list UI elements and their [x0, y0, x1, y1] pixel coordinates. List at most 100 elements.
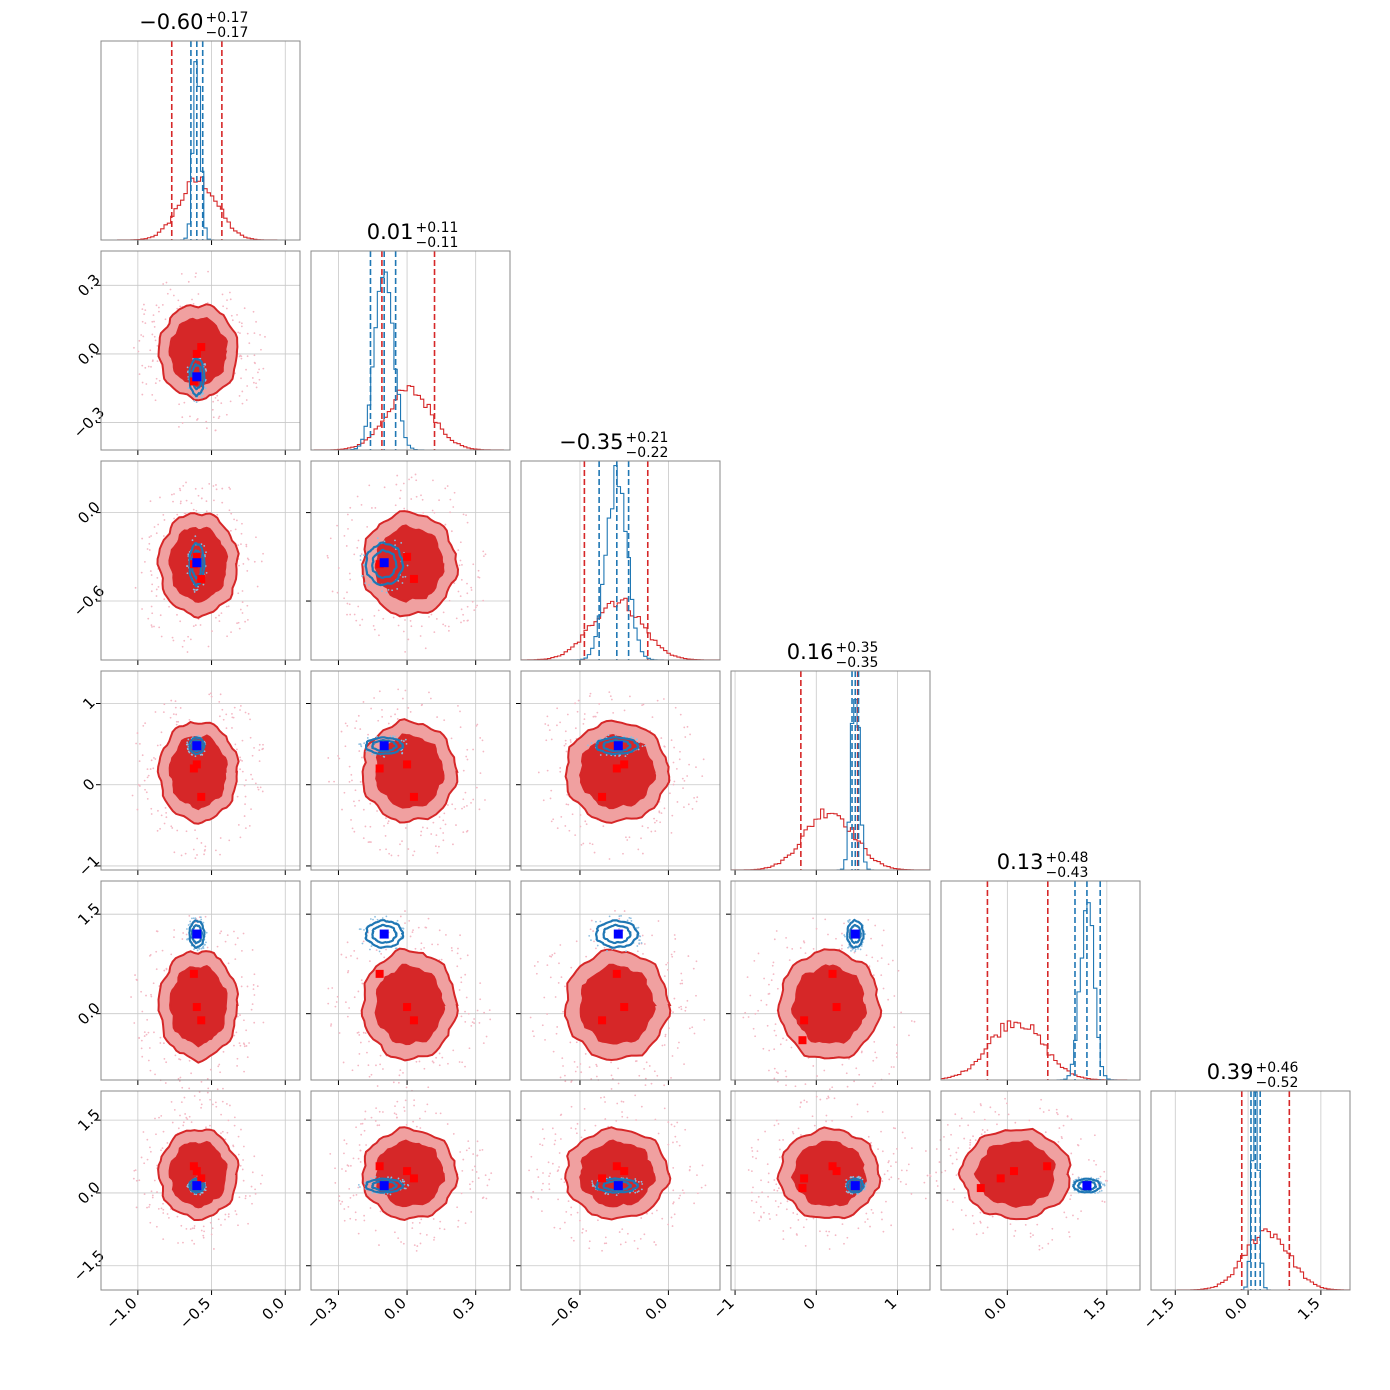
scatter-sample [482, 1042, 485, 1044]
scatter-sample [181, 645, 184, 648]
scatter-sample [359, 554, 362, 557]
scatter-sample [195, 401, 198, 403]
scatter-sample [484, 799, 486, 801]
scatter-sample [610, 1088, 613, 1090]
scatter-sample [237, 1224, 239, 1227]
scatter-sample [364, 1118, 366, 1121]
scatter-sample [150, 624, 153, 627]
scatter-sample [374, 1175, 377, 1178]
scatter-sample [863, 1187, 866, 1190]
scatter-sample [360, 1123, 362, 1125]
red-marker [800, 1016, 809, 1025]
scatter-sample [227, 1119, 230, 1122]
scatter-sample [363, 554, 365, 557]
scatter-sample [162, 1042, 165, 1045]
scatter-sample [381, 1111, 384, 1113]
scatter-sample [750, 1146, 753, 1149]
scatter-sample [951, 1162, 954, 1165]
panel-frame [310, 670, 511, 871]
scatter-sample [346, 725, 349, 727]
scatter-sample [357, 1064, 360, 1067]
scatter-sample [573, 1060, 576, 1063]
scatter-sample [215, 484, 217, 486]
scatter-sample [188, 718, 191, 721]
panel-frame [100, 1090, 301, 1291]
scatter-sample [209, 1221, 212, 1224]
scatter-sample [374, 1120, 377, 1122]
scatter-sample [415, 479, 418, 482]
red-marker [976, 1184, 985, 1193]
scatter-sample [204, 848, 206, 851]
scatter-sample [210, 1233, 213, 1236]
scatter-sample [245, 779, 247, 782]
scatter-sample [458, 1061, 461, 1063]
scatter-sample [149, 500, 152, 503]
scatter-sample [202, 1234, 205, 1237]
scatter-sample [467, 1140, 470, 1143]
x-tick-label: −1 [710, 1294, 738, 1322]
scatter-sample [1070, 1118, 1073, 1121]
scatter-sample [621, 1115, 624, 1118]
scatter-sample [1044, 1131, 1047, 1134]
scatter-sample [357, 990, 360, 993]
scatter-sample [678, 1006, 681, 1009]
scatter-sample [570, 1236, 573, 1239]
scatter-sample [190, 1072, 193, 1075]
scatter-sample [461, 807, 463, 810]
scatter-sample [179, 1114, 181, 1117]
scatter-sample [986, 1129, 989, 1132]
scatter-sample [670, 1123, 673, 1126]
scatter-sample [336, 995, 339, 998]
scatter-sample [347, 1165, 350, 1167]
scatter-sample [471, 1180, 474, 1183]
scatter-sample [1029, 1235, 1032, 1238]
scatter-sample [221, 708, 224, 711]
scatter-sample [394, 1105, 396, 1108]
scatter-sample [463, 619, 465, 622]
scatter-sample [192, 625, 195, 628]
scatter-sample [619, 1243, 622, 1246]
scatter-sample [663, 807, 666, 810]
scatter-sample [240, 322, 243, 325]
scatter-sample [369, 948, 371, 951]
scatter-sample [877, 1148, 879, 1151]
scatter-sample [182, 932, 185, 934]
scatter-sample [1014, 1229, 1017, 1232]
scatter-sample [358, 1144, 361, 1146]
scatter-sample [788, 959, 791, 961]
scatter-sample [854, 950, 857, 953]
scatter-sample [241, 759, 244, 762]
scatter-sample [335, 1001, 338, 1003]
scatter-sample [423, 1067, 426, 1070]
scatter-sample [635, 1119, 637, 1121]
scatter-sample [766, 1024, 769, 1027]
scatter-sample [473, 1018, 476, 1020]
scatter-sample [166, 292, 169, 295]
scatter-sample [261, 790, 264, 793]
scatter-sample [424, 647, 427, 650]
scatter-sample [378, 1110, 381, 1113]
scatter-sample [205, 1186, 207, 1189]
scatter-sample [392, 616, 395, 619]
scatter-sample [655, 819, 658, 822]
scatter-sample [460, 608, 463, 611]
scatter-sample [248, 1042, 250, 1044]
scatter-sample [251, 1171, 254, 1174]
scatter-sample [1080, 1138, 1082, 1140]
scatter-sample [149, 349, 152, 352]
scatter-sample [554, 1133, 557, 1135]
scatter-sample [394, 539, 396, 542]
scatter-sample [416, 1245, 419, 1247]
scatter-sample [564, 1080, 567, 1083]
scatter-sample [466, 592, 469, 595]
param-title-lower: −0.52 [1256, 1075, 1299, 1091]
scatter-sample [196, 588, 199, 591]
scatter-sample [387, 1176, 389, 1179]
scatter-sample [625, 836, 627, 839]
scatter-sample [653, 817, 655, 820]
scatter-sample [200, 1106, 202, 1109]
scatter-sample [137, 350, 140, 353]
scatter-sample [563, 1181, 566, 1184]
scatter-sample [171, 636, 174, 639]
scatter-sample [433, 511, 436, 514]
